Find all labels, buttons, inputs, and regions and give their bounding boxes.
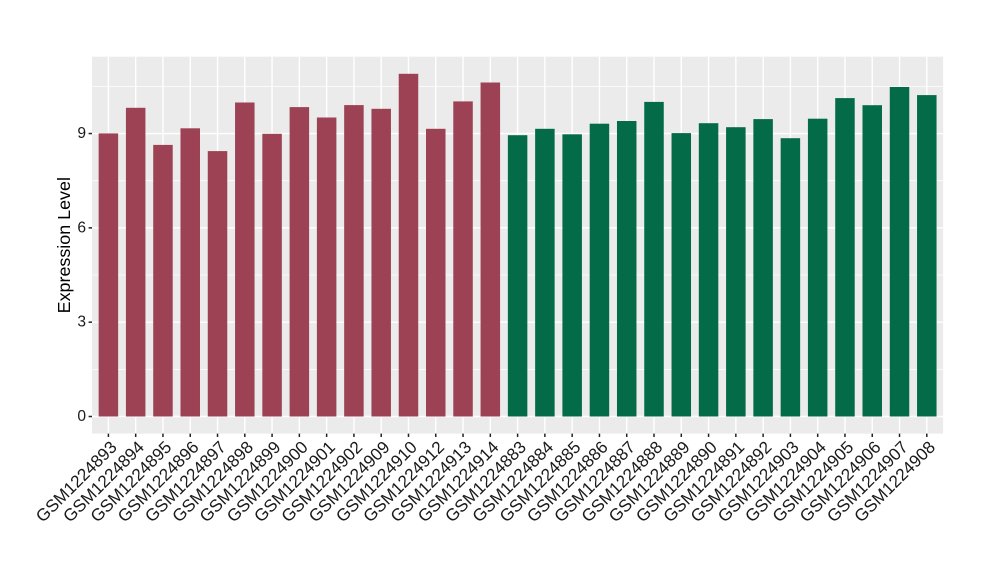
svg-text:9: 9 — [77, 125, 86, 142]
svg-text:6: 6 — [77, 219, 86, 236]
svg-text:3: 3 — [77, 314, 86, 331]
svg-text:Expression Level: Expression Level — [54, 177, 74, 313]
svg-text:0: 0 — [77, 408, 86, 425]
